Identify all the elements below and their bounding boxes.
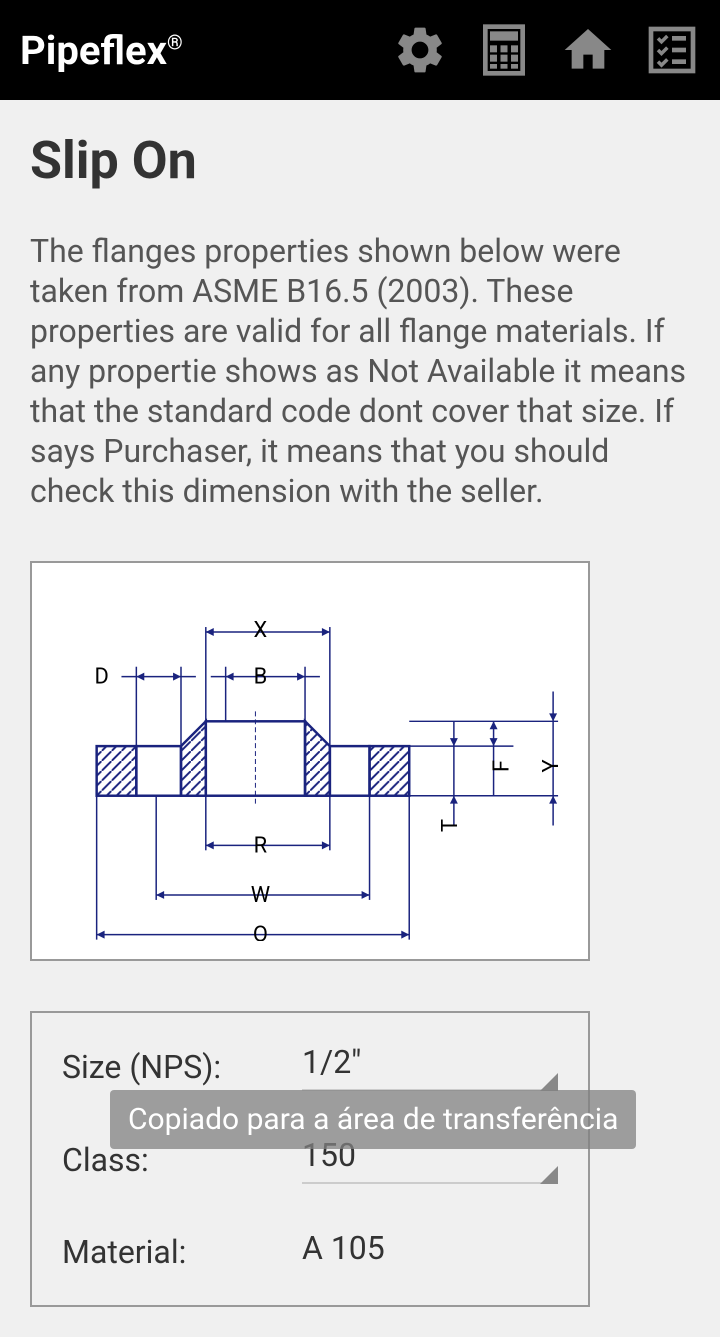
reg-symbol: ®	[167, 30, 183, 54]
home-icon[interactable]	[560, 22, 616, 78]
svg-text:W: W	[251, 883, 270, 908]
svg-text:Y: Y	[539, 759, 564, 772]
checklist-icon[interactable]	[644, 22, 700, 78]
properties-form: Size (NPS): 1/2" Class: 150 Material: A …	[30, 1011, 590, 1307]
calculator-icon[interactable]	[476, 22, 532, 78]
description-text: The flanges properties shown below were …	[30, 231, 690, 511]
size-value: 1/2"	[302, 1043, 558, 1091]
size-dropdown[interactable]: 1/2"	[302, 1043, 558, 1091]
settings-icon[interactable]	[392, 22, 448, 78]
svg-text:T: T	[438, 819, 463, 832]
svg-text:X: X	[254, 618, 268, 643]
material-row: Material: A 105	[62, 1229, 558, 1275]
svg-text:R: R	[254, 833, 268, 858]
toast-message: Copiado para a área de transferência	[110, 1090, 636, 1149]
svg-text:B: B	[254, 665, 268, 690]
flange-diagram: X D B R	[30, 561, 590, 961]
dropdown-triangle-icon	[540, 1073, 558, 1091]
svg-text:D: D	[94, 665, 108, 690]
svg-text:F: F	[489, 760, 514, 772]
svg-text:O: O	[253, 923, 268, 941]
size-label: Size (NPS):	[62, 1048, 302, 1086]
app-name-text: Pipeflex	[20, 27, 167, 74]
app-title: Pipeflex®	[20, 27, 183, 74]
size-row: Size (NPS): 1/2"	[62, 1043, 558, 1091]
material-label: Material:	[62, 1233, 302, 1271]
dropdown-triangle-icon	[540, 1166, 558, 1184]
material-value: A 105	[302, 1229, 558, 1275]
app-header: Pipeflex®	[0, 0, 720, 100]
page-title: Slip On	[30, 130, 690, 191]
material-dropdown[interactable]: A 105	[302, 1229, 558, 1275]
header-icons	[392, 22, 700, 78]
content-area: Slip On The flanges properties shown bel…	[0, 100, 720, 1337]
